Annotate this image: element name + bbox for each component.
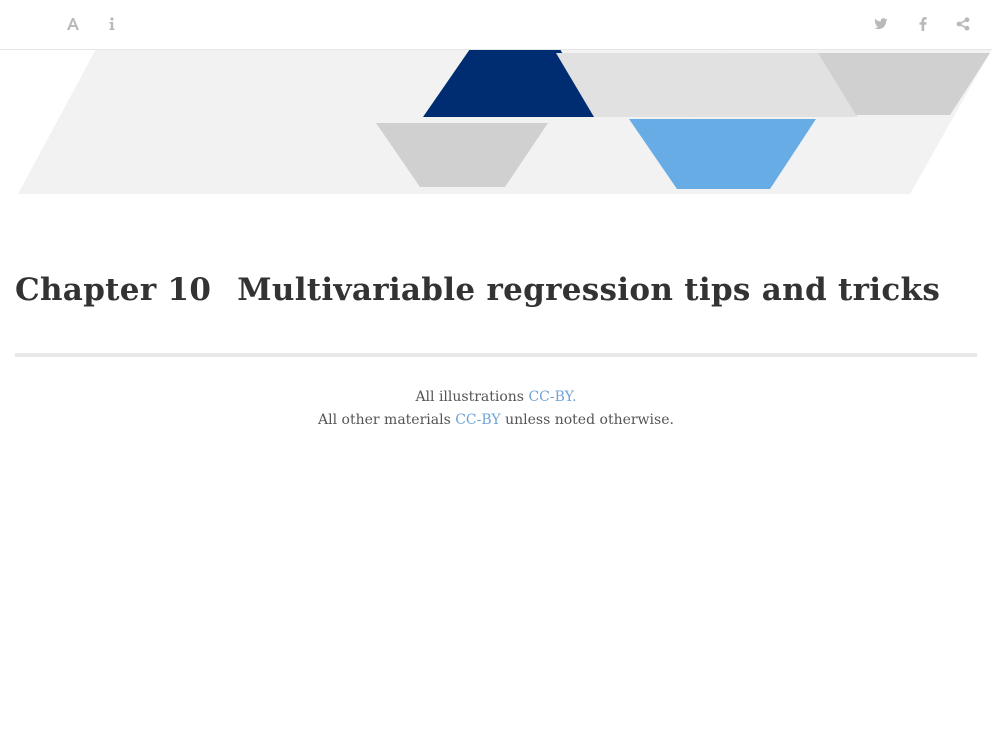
banner-grey-shape-3: [818, 53, 990, 115]
info-button[interactable]: [102, 14, 122, 34]
facebook-button[interactable]: [913, 14, 933, 34]
license-materials-text: All other materials: [318, 412, 451, 428]
license-illustrations-text: All illustrations: [415, 389, 524, 405]
facebook-icon: [919, 17, 927, 31]
font-settings-icon: [66, 17, 80, 31]
license-notice: All illustrations CC-BY. All other mater…: [0, 386, 992, 432]
cc-by-illustrations-link[interactable]: CC-BY.: [528, 389, 577, 405]
share-button[interactable]: [953, 14, 973, 34]
page-title: Chapter 10 Multivariable regression tips …: [15, 272, 940, 308]
license-line-materials: All other materials CC-BY unless noted o…: [0, 409, 992, 432]
title-divider: [15, 353, 977, 357]
chapter-number: Chapter 10: [15, 272, 212, 308]
share-icon: [956, 17, 970, 31]
cc-by-materials-link[interactable]: CC-BY: [455, 412, 501, 428]
chapter-title-text: Multivariable regression tips and tricks: [237, 272, 941, 308]
banner-light-blue-shape: [629, 119, 816, 189]
banner-grey-shape-4: [376, 123, 548, 187]
twitter-button[interactable]: [871, 14, 891, 34]
banner-grey-shape-1: [556, 53, 728, 117]
banner-dark-blue-shape: [423, 49, 598, 117]
banner-grey-shape-2: [686, 53, 858, 117]
license-line-illustrations: All illustrations CC-BY.: [0, 386, 992, 409]
top-toolbar: [0, 0, 992, 50]
banner-image: [0, 49, 992, 199]
font-settings-button[interactable]: [63, 14, 83, 34]
license-materials-suffix: unless noted otherwise.: [505, 412, 674, 428]
info-icon: [108, 17, 116, 31]
twitter-icon: [874, 18, 888, 30]
